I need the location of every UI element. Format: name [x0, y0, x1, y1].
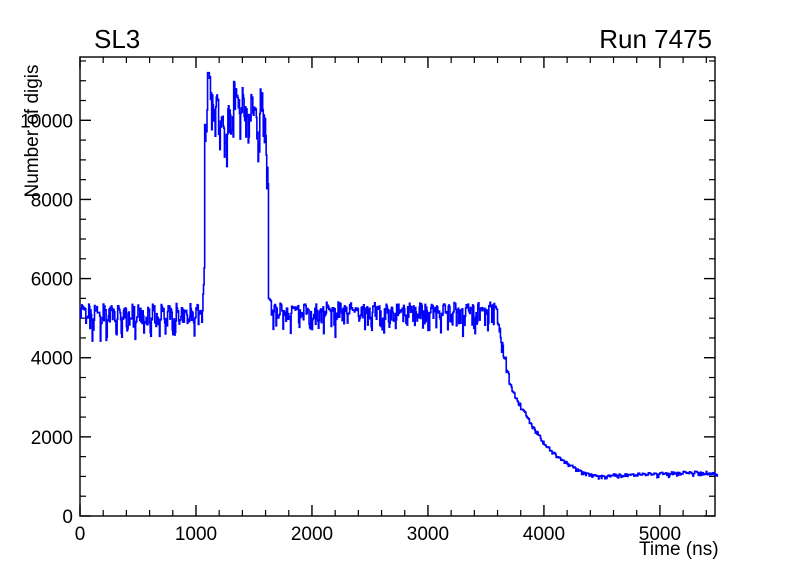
- svg-text:2000: 2000: [31, 428, 73, 449]
- x-axis-title: Time (ns): [639, 539, 719, 560]
- svg-text:5000: 5000: [639, 524, 681, 545]
- axis-frame: [79, 56, 716, 517]
- svg-text:8000: 8000: [31, 190, 73, 211]
- svg-text:4000: 4000: [523, 524, 565, 545]
- plot-title-right: Run 7475: [599, 24, 712, 54]
- svg-text:2000: 2000: [291, 524, 333, 545]
- plot-title-left: SL3: [94, 24, 141, 54]
- svg-text:10000: 10000: [20, 111, 73, 132]
- data-series-line: [79, 71, 719, 480]
- svg-text:6000: 6000: [31, 270, 73, 291]
- svg-text:1000: 1000: [175, 524, 217, 545]
- svg-text:3000: 3000: [407, 524, 449, 545]
- svg-text:0: 0: [62, 507, 73, 528]
- svg-text:0: 0: [75, 524, 86, 545]
- axis-tick-labels: 0 1000 2000 3000 4000 5000 0 2000 4000 6000 8000 10…: [20, 111, 681, 545]
- svg-text:4000: 4000: [31, 349, 73, 370]
- axis-ticks: [79, 57, 715, 517]
